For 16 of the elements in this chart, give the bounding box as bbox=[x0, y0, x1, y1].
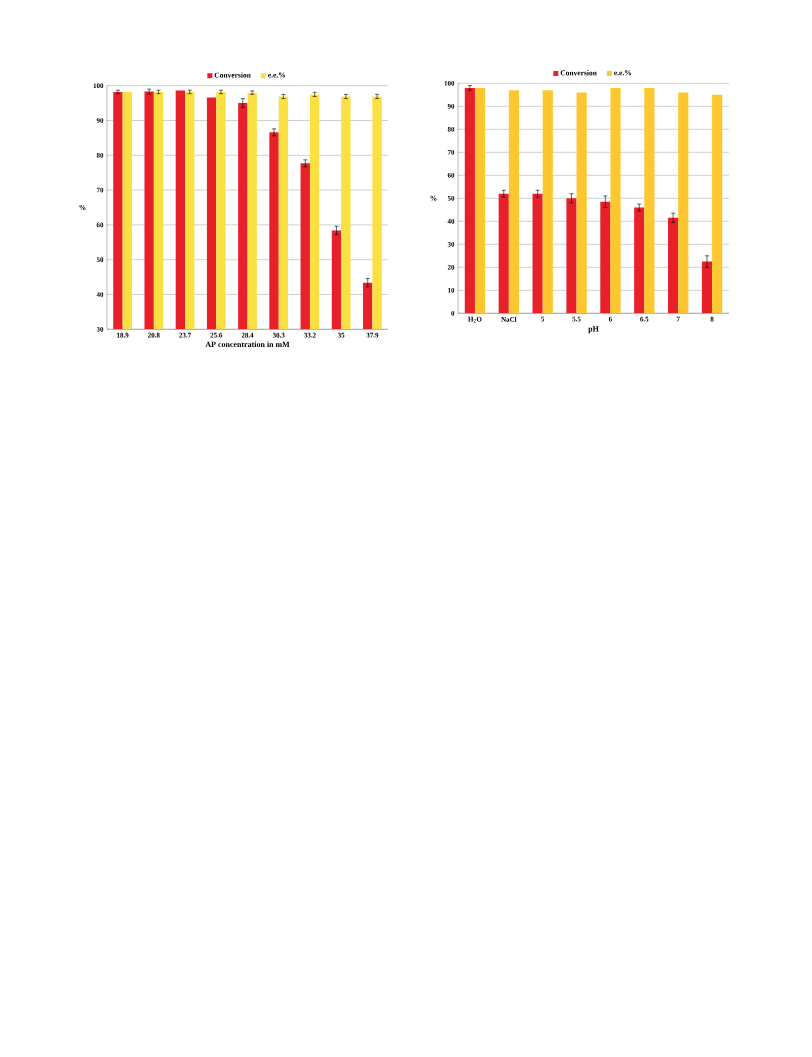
bar bbox=[542, 90, 553, 314]
bar bbox=[576, 92, 587, 314]
bar bbox=[668, 217, 679, 314]
bar bbox=[532, 193, 543, 314]
bar bbox=[464, 87, 475, 314]
bar bbox=[712, 94, 723, 314]
bar bbox=[498, 193, 509, 314]
bar bbox=[610, 87, 621, 314]
bar bbox=[566, 198, 577, 314]
bar bbox=[701, 261, 713, 314]
bar bbox=[644, 87, 655, 314]
bar bbox=[600, 201, 611, 314]
bar bbox=[678, 92, 689, 314]
bar bbox=[474, 87, 486, 314]
bar bbox=[508, 90, 519, 314]
bar bbox=[634, 207, 645, 314]
